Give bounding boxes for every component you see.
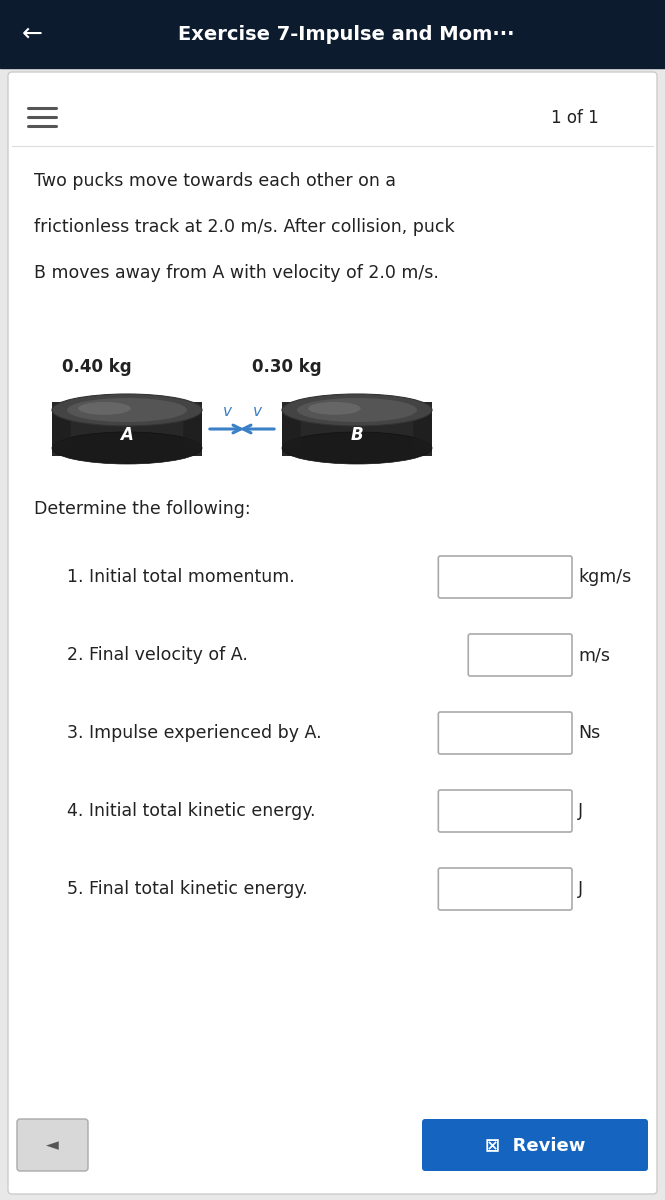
Text: 2. Final velocity of A.: 2. Final velocity of A. bbox=[67, 646, 248, 664]
Text: 1. Initial total momentum.: 1. Initial total momentum. bbox=[67, 568, 295, 586]
Text: ⊠  Review: ⊠ Review bbox=[485, 1136, 585, 1154]
FancyBboxPatch shape bbox=[438, 790, 572, 832]
Text: A: A bbox=[120, 426, 134, 444]
Ellipse shape bbox=[282, 432, 432, 464]
Text: B: B bbox=[350, 426, 363, 444]
FancyBboxPatch shape bbox=[52, 410, 70, 448]
FancyBboxPatch shape bbox=[438, 556, 572, 598]
Text: ←: ← bbox=[21, 22, 43, 46]
Text: J: J bbox=[578, 880, 583, 898]
FancyBboxPatch shape bbox=[413, 410, 432, 448]
Text: v: v bbox=[223, 403, 231, 419]
Text: J: J bbox=[578, 802, 583, 820]
FancyBboxPatch shape bbox=[438, 868, 572, 910]
Ellipse shape bbox=[297, 398, 417, 422]
Text: m/s: m/s bbox=[578, 646, 610, 664]
Text: v: v bbox=[253, 403, 261, 419]
Ellipse shape bbox=[78, 402, 131, 415]
Text: ◄: ◄ bbox=[46, 1136, 59, 1154]
Text: Ns: Ns bbox=[578, 724, 600, 742]
Text: 3. Impulse experienced by A.: 3. Impulse experienced by A. bbox=[67, 724, 322, 742]
Text: kgm/s: kgm/s bbox=[578, 568, 631, 586]
FancyBboxPatch shape bbox=[422, 1118, 648, 1171]
Ellipse shape bbox=[67, 398, 187, 422]
FancyBboxPatch shape bbox=[17, 1118, 88, 1171]
FancyBboxPatch shape bbox=[8, 72, 657, 1194]
Text: frictionless track at 2.0 m/s. After collision, puck: frictionless track at 2.0 m/s. After col… bbox=[34, 218, 455, 236]
Ellipse shape bbox=[52, 432, 202, 464]
Ellipse shape bbox=[282, 394, 432, 426]
Text: Two pucks move towards each other on a: Two pucks move towards each other on a bbox=[34, 172, 396, 190]
Ellipse shape bbox=[52, 394, 202, 426]
FancyBboxPatch shape bbox=[52, 402, 202, 456]
FancyBboxPatch shape bbox=[282, 410, 301, 448]
Text: Exercise 7-Impulse and Mom···: Exercise 7-Impulse and Mom··· bbox=[178, 24, 514, 43]
Text: 5. Final total kinetic energy.: 5. Final total kinetic energy. bbox=[67, 880, 308, 898]
Text: 4. Initial total kinetic energy.: 4. Initial total kinetic energy. bbox=[67, 802, 315, 820]
Text: Determine the following:: Determine the following: bbox=[34, 500, 251, 518]
Text: B moves away from A with velocity of 2.0 m/s.: B moves away from A with velocity of 2.0… bbox=[34, 264, 439, 282]
Text: 1 of 1: 1 of 1 bbox=[551, 109, 599, 127]
Bar bbox=[0, 0, 665, 68]
Text: 0.40 kg: 0.40 kg bbox=[62, 358, 132, 376]
Ellipse shape bbox=[309, 402, 360, 415]
FancyBboxPatch shape bbox=[468, 634, 572, 676]
FancyBboxPatch shape bbox=[184, 410, 202, 448]
Text: 0.30 kg: 0.30 kg bbox=[252, 358, 322, 376]
FancyBboxPatch shape bbox=[282, 402, 432, 456]
FancyBboxPatch shape bbox=[438, 712, 572, 754]
